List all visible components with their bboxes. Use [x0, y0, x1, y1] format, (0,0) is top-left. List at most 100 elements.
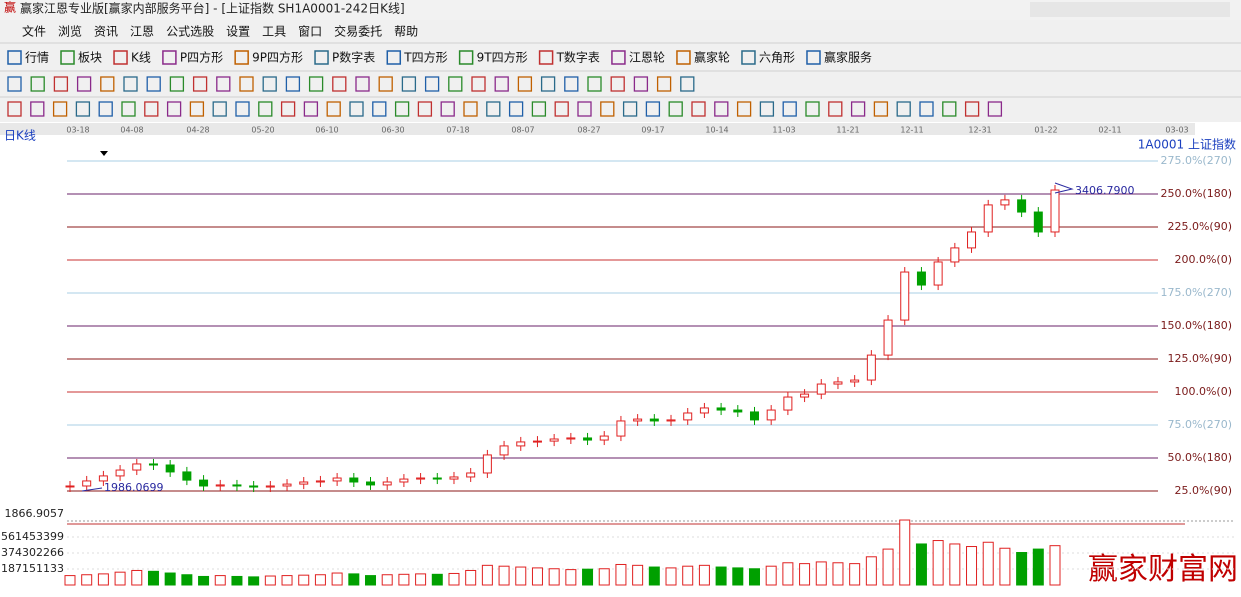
tool-icon[interactable] — [394, 101, 410, 117]
tool-icon[interactable] — [668, 101, 683, 117]
tool-icon[interactable] — [622, 101, 638, 117]
tool-icon[interactable] — [239, 76, 254, 92]
tool-icon[interactable] — [471, 76, 486, 92]
tool-icon[interactable] — [7, 101, 22, 117]
tool-icon[interactable] — [645, 101, 661, 117]
toolbar-icon[interactable] — [234, 50, 249, 65]
toolbar-icon[interactable] — [676, 50, 691, 65]
tool-icon[interactable] — [75, 101, 91, 117]
tool-icon[interactable] — [714, 101, 729, 117]
toolbar-icon[interactable] — [538, 50, 554, 65]
toolbar-button[interactable]: 9P四方形 — [252, 50, 303, 65]
tool-icon[interactable] — [285, 76, 301, 92]
tool-icon[interactable] — [192, 76, 208, 92]
menu-item[interactable]: 公式选股 — [166, 25, 214, 39]
tool-icon[interactable] — [7, 76, 22, 92]
tool-icon[interactable] — [262, 76, 277, 92]
tool-icon[interactable] — [30, 101, 45, 117]
toolbar-icon[interactable] — [611, 50, 626, 65]
tool-icon[interactable] — [873, 101, 889, 117]
tool-icon[interactable] — [308, 76, 324, 92]
menu-item[interactable]: 交易委托 — [334, 24, 382, 39]
tool-icon[interactable] — [805, 101, 820, 117]
tool-icon[interactable] — [30, 76, 45, 92]
tool-icon[interactable] — [486, 101, 501, 117]
tool-icon[interactable] — [144, 101, 159, 117]
tool-icon[interactable] — [919, 101, 934, 117]
tool-icon[interactable] — [508, 101, 524, 117]
tool-icon[interactable] — [123, 76, 138, 92]
tool-icon[interactable] — [349, 101, 364, 117]
toolbar-button[interactable]: P四方形 — [180, 50, 223, 65]
tool-icon[interactable] — [463, 101, 478, 117]
tool-icon[interactable] — [280, 101, 296, 117]
tool-icon[interactable] — [896, 101, 911, 117]
tool-icon[interactable] — [189, 101, 205, 117]
toolbar-button[interactable]: P数字表 — [332, 50, 375, 65]
tool-icon[interactable] — [759, 101, 775, 117]
toolbar-icon[interactable] — [113, 50, 128, 65]
tool-icon[interactable] — [258, 101, 273, 117]
tool-icon[interactable] — [146, 76, 161, 92]
tool-icon[interactable] — [98, 101, 113, 117]
tool-icon[interactable] — [610, 76, 625, 92]
toolbar-button[interactable]: 9T四方形 — [477, 50, 528, 65]
tool-icon[interactable] — [633, 76, 649, 92]
tool-icon[interactable] — [964, 101, 980, 117]
tool-icon[interactable] — [782, 101, 797, 117]
toolbar-icon[interactable] — [7, 50, 22, 65]
toolbar-button[interactable]: 赢家轮 — [694, 50, 730, 65]
tool-icon[interactable] — [554, 101, 569, 117]
tool-icon[interactable] — [216, 76, 231, 92]
toolbar-button[interactable]: 赢家服务 — [824, 50, 872, 65]
toolbar-icon[interactable] — [806, 50, 821, 65]
tool-icon[interactable] — [942, 101, 957, 117]
tool-icon[interactable] — [987, 101, 1003, 117]
tool-icon[interactable] — [440, 101, 455, 117]
tool-icon[interactable] — [600, 101, 615, 117]
tool-icon[interactable] — [828, 101, 843, 117]
toolbar-button[interactable]: 板块 — [78, 51, 102, 65]
tool-icon[interactable] — [736, 101, 752, 117]
tool-icon[interactable] — [53, 76, 69, 92]
toolbar-icon[interactable] — [458, 50, 474, 65]
tool-icon[interactable] — [332, 76, 347, 92]
toolbar-icon[interactable] — [314, 50, 329, 65]
menu-item[interactable]: 资讯 — [94, 25, 118, 39]
toolbar-icon[interactable] — [386, 50, 402, 65]
toolbar-button[interactable]: T四方形 — [403, 50, 447, 65]
tool-icon[interactable] — [587, 76, 602, 92]
menu-item[interactable]: 文件 — [22, 24, 46, 39]
toolbar-button[interactable]: 行情 — [25, 51, 49, 65]
tool-icon[interactable] — [417, 101, 433, 117]
tool-icon[interactable] — [303, 101, 319, 117]
menu-item[interactable]: 浏览 — [58, 24, 82, 39]
tool-icon[interactable] — [564, 76, 579, 92]
tool-icon[interactable] — [378, 76, 393, 92]
menu-item[interactable]: 江恩 — [130, 25, 154, 39]
tool-icon[interactable] — [235, 101, 250, 117]
tool-icon[interactable] — [424, 76, 440, 92]
tool-icon[interactable] — [494, 76, 509, 92]
tool-icon[interactable] — [355, 76, 370, 92]
menu-item[interactable]: 窗口 — [298, 25, 322, 39]
tool-icon[interactable] — [166, 101, 182, 117]
tool-icon[interactable] — [401, 76, 417, 92]
tool-icon[interactable] — [680, 76, 695, 92]
toolbar-icon[interactable] — [741, 50, 756, 65]
tool-icon[interactable] — [540, 76, 556, 92]
tool-icon[interactable] — [531, 101, 547, 117]
menu-item[interactable]: 工具 — [262, 25, 286, 39]
toolbar-button[interactable]: K线 — [131, 51, 151, 65]
tool-icon[interactable] — [100, 76, 115, 92]
tool-icon[interactable] — [577, 101, 592, 117]
tool-icon[interactable] — [372, 101, 387, 117]
tool-icon[interactable] — [76, 76, 92, 92]
tool-icon[interactable] — [850, 101, 866, 117]
tool-icon[interactable] — [517, 76, 533, 92]
tool-icon[interactable] — [121, 101, 136, 117]
dropdown-arrow[interactable] — [100, 151, 108, 156]
toolbar-icon[interactable] — [162, 50, 177, 65]
toolbar-icon[interactable] — [60, 50, 75, 65]
tool-icon[interactable] — [326, 101, 341, 117]
